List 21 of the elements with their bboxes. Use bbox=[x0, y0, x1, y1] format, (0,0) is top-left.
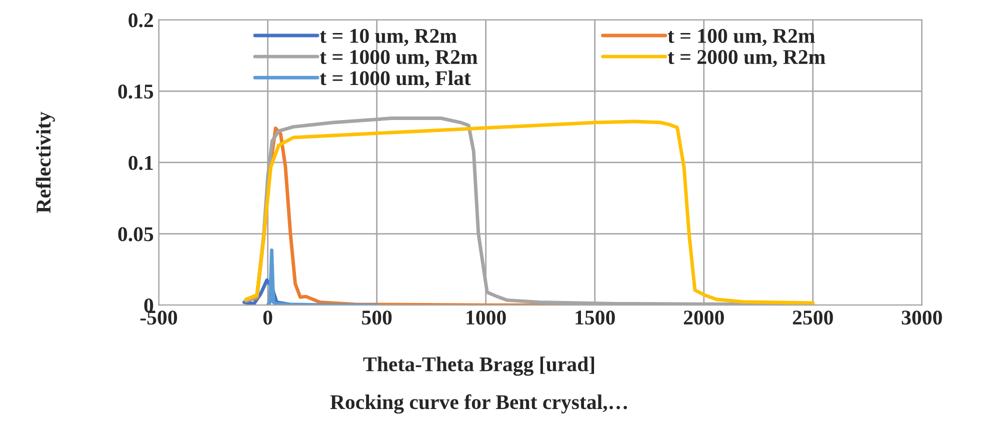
y-tick-label: 0.15 bbox=[118, 84, 154, 99]
legend-label: t = 2000 um, R2m bbox=[668, 50, 826, 68]
x-tick-label: 2500 bbox=[792, 310, 833, 325]
x-tick-label: 1500 bbox=[576, 310, 615, 325]
x-axis-title: Theta-Theta Bragg [urad] bbox=[363, 356, 594, 376]
x-tick-label: 0 bbox=[263, 310, 272, 325]
x-tick-label: 3000 bbox=[902, 310, 942, 325]
x-tick-label: 2000 bbox=[684, 310, 724, 325]
x-tick-label: 500 bbox=[362, 310, 392, 325]
y-tick-label: 0 bbox=[144, 298, 154, 313]
legend-label: t = 1000 um, R2m bbox=[320, 50, 478, 68]
y-axis-title: Reflectivity bbox=[36, 112, 55, 214]
x-tick-label: 1000 bbox=[466, 310, 506, 325]
legend-label: t = 1000 um, Flat bbox=[320, 70, 471, 88]
legend-label: t = 10 um, R2m bbox=[320, 28, 457, 46]
text: Rocking curve for Bent crystal,… bbox=[330, 394, 627, 414]
y-tick-label: 0.05 bbox=[118, 227, 154, 242]
legend-label: t = 100 um, R2m bbox=[668, 28, 815, 46]
x-tick-label: -500 bbox=[140, 310, 178, 325]
y-tick-label: 0.1 bbox=[128, 156, 153, 170]
y-tick-label: 0.2 bbox=[128, 13, 153, 28]
